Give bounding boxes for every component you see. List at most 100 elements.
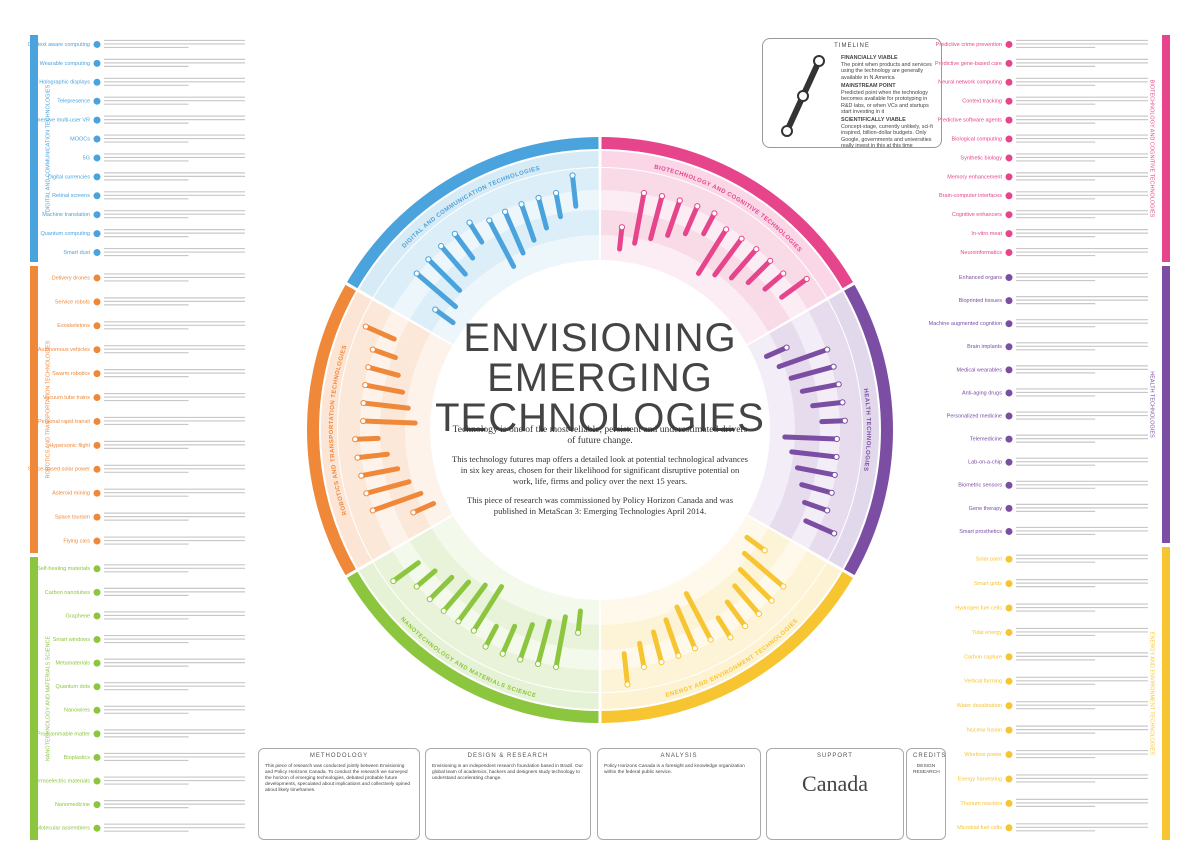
sector-side-label: NANOTECHNOLOGY AND MATERIALS SCIENCE bbox=[45, 635, 51, 761]
technology-dot bbox=[93, 612, 101, 620]
technology-marker bbox=[363, 490, 370, 497]
technology-name: Flying cars bbox=[63, 538, 90, 544]
technology-bar bbox=[517, 622, 535, 663]
technology-bar bbox=[425, 256, 463, 293]
technology-dot bbox=[1005, 249, 1013, 257]
technology-dot bbox=[1005, 677, 1013, 685]
technology-marker bbox=[803, 275, 810, 283]
technology-dot bbox=[1005, 702, 1013, 710]
technology-dot bbox=[1005, 230, 1013, 238]
technology-marker bbox=[360, 399, 367, 407]
technology-marker bbox=[410, 509, 417, 516]
technology-dot bbox=[1005, 389, 1013, 397]
sector-label-band bbox=[828, 291, 879, 569]
technology-dot bbox=[93, 537, 101, 545]
technology-dot bbox=[1005, 504, 1013, 512]
technology-marker bbox=[841, 417, 848, 424]
sector-side-label: ROBOTICS AND TRANSPORTATION TECHNOLOGIES bbox=[45, 340, 51, 478]
technology-name: Delivery drones bbox=[52, 275, 90, 281]
technology-dot bbox=[93, 78, 101, 86]
technology-bar bbox=[370, 347, 398, 361]
technology-marker bbox=[466, 219, 473, 226]
technology-name: Immersive multi-user VR bbox=[30, 118, 90, 124]
technology-bar bbox=[819, 418, 848, 425]
technology-bar bbox=[701, 210, 717, 237]
title-line: ENVISIONING bbox=[463, 316, 737, 360]
technology-marker bbox=[658, 192, 666, 200]
technology-dot bbox=[93, 154, 101, 162]
technology-bar bbox=[441, 579, 472, 614]
technology-dot bbox=[93, 489, 101, 497]
technology-marker bbox=[780, 270, 787, 277]
title-line: TECHNOLOGIES bbox=[435, 396, 765, 440]
technology-bar bbox=[651, 629, 664, 665]
technology-name: Thermoelectric materials bbox=[30, 778, 90, 784]
technology-name: Metamaterials bbox=[55, 661, 90, 667]
technology-name: Neuroinformatics bbox=[960, 250, 1002, 256]
time-band bbox=[601, 210, 790, 332]
technology-dot bbox=[93, 730, 101, 738]
technology-marker bbox=[390, 577, 397, 585]
sector-side-bar bbox=[1162, 35, 1170, 262]
technology-name: Vacuum tube trains bbox=[43, 395, 90, 401]
technology-bar bbox=[648, 193, 665, 242]
sector-rim bbox=[347, 571, 599, 723]
technology-dot bbox=[93, 40, 101, 48]
sector-label-band bbox=[320, 291, 372, 569]
technology-dot bbox=[93, 801, 101, 809]
technology-bar bbox=[455, 582, 488, 624]
technology-marker bbox=[835, 381, 842, 388]
technology-bar bbox=[467, 220, 485, 245]
footer-box: ANALYSIS Policy Horizons Canada is a fore… bbox=[597, 748, 761, 840]
sector-side-bar bbox=[1162, 266, 1170, 543]
technology-bar bbox=[741, 550, 786, 590]
technology-marker bbox=[707, 636, 714, 643]
technology-dot bbox=[93, 249, 101, 257]
technology-name: Lab-on-a-chip bbox=[968, 460, 1002, 466]
technology-bar bbox=[762, 270, 786, 292]
technology-marker bbox=[574, 629, 582, 636]
footer-box: CREDITS DESIGN RESEARCH bbox=[906, 748, 946, 840]
technology-marker bbox=[691, 645, 699, 652]
technology-marker bbox=[534, 660, 542, 668]
technology-name: Synthetic biology bbox=[960, 155, 1002, 161]
technology-name: Microbial fuel cells bbox=[957, 825, 1002, 831]
technology-dot bbox=[1005, 135, 1013, 143]
technology-bar bbox=[674, 604, 698, 651]
technology-dot bbox=[93, 777, 101, 785]
technology-dot bbox=[1005, 751, 1013, 759]
technology-name: Quantum dots bbox=[55, 684, 90, 690]
technology-name: Nuclear fusion bbox=[967, 728, 1002, 734]
technology-marker bbox=[742, 623, 749, 630]
sector-label-band bbox=[601, 562, 841, 709]
stage-text: Concept-stage, currently unlikely, sci-f… bbox=[841, 123, 933, 150]
technology-dot bbox=[1005, 173, 1013, 181]
sector-rim bbox=[601, 137, 853, 289]
technology-bar bbox=[745, 258, 773, 286]
timeline-stage: MAINSTREAM POINT Predicted point when the… bbox=[841, 83, 933, 116]
technology-bar bbox=[427, 574, 455, 602]
technology-dot bbox=[93, 659, 101, 667]
footer-text: Canada bbox=[802, 771, 868, 796]
technology-dot bbox=[93, 230, 101, 238]
technology-marker bbox=[501, 208, 509, 215]
technology-dot bbox=[93, 274, 101, 282]
time-band bbox=[410, 210, 599, 332]
technology-marker bbox=[833, 435, 840, 443]
technology-dot bbox=[1005, 653, 1013, 661]
technology-name: Gene therapy bbox=[969, 506, 1003, 512]
sector-label-text: HEALTH TECHNOLOGIES bbox=[862, 388, 871, 472]
technology-bar bbox=[432, 307, 456, 326]
stage-text: Predicted point when the technology beco… bbox=[841, 89, 929, 116]
technology-bar bbox=[799, 381, 842, 394]
time-band bbox=[601, 528, 790, 650]
technology-dot bbox=[93, 513, 101, 521]
technology-bar bbox=[362, 382, 406, 395]
technology-dot bbox=[1005, 116, 1013, 124]
technology-marker bbox=[723, 226, 730, 233]
technology-marker bbox=[369, 346, 376, 353]
technology-bar bbox=[483, 623, 499, 650]
technology-name: Graphene bbox=[66, 613, 90, 619]
technology-marker bbox=[824, 346, 831, 353]
technology-marker bbox=[640, 663, 648, 671]
